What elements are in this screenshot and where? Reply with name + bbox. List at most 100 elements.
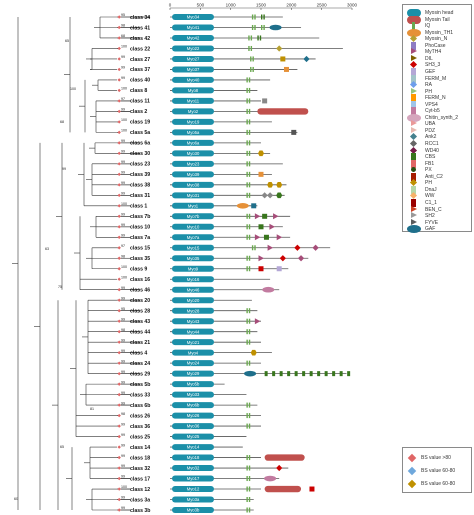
bootstrap-marker [117, 172, 121, 177]
iq-motif [252, 56, 254, 62]
legend-label: GAF [425, 226, 436, 233]
bootstrap-legend-label: BS value >80 [421, 455, 451, 461]
class-row: 99 class 6b Myo6b [117, 401, 258, 409]
oval-domain [262, 286, 275, 293]
myosin-head-domain [172, 475, 214, 482]
bootstrap-value: 100 [121, 265, 127, 269]
legend-label: GEF [425, 68, 436, 75]
length-axis: 0 500 1000 1500 2000 2500 3000 [169, 3, 358, 10]
myosin-head-domain [172, 391, 214, 398]
class-row: 98 class 44 Myo44 [117, 328, 258, 335]
class-row: 99 class 3a Myo3a [117, 496, 254, 503]
myosin-head-domain [172, 307, 214, 314]
myosin-head-domain [172, 24, 214, 31]
legend-swatch [411, 107, 416, 116]
legend-label: PhoCase [425, 42, 446, 49]
legend-item: Ank2 [407, 133, 471, 142]
myosin-tail-domain [257, 108, 309, 115]
cbs-domain [272, 371, 276, 377]
legend-swatch [407, 15, 421, 24]
internal-bootstrap-value: 81 [90, 407, 94, 411]
bootstrap-marker [117, 57, 121, 61]
domain-label: Myo11 [187, 99, 200, 104]
iq-motif [246, 413, 248, 419]
legend-item: Myosin head [407, 9, 471, 18]
iq-motif [248, 360, 251, 366]
internal-bootstrap-value: 75 [58, 285, 62, 289]
bootstrap-value: 99 [121, 433, 125, 437]
legend-swatch [411, 100, 416, 109]
class-row: 99 class 38 Myo38 [117, 181, 287, 189]
myosin-head-domain [172, 97, 214, 104]
myosin-head-domain [172, 318, 214, 325]
domain-label: Myo1 [188, 203, 199, 208]
cbs-domain [339, 371, 343, 377]
internal-bootstrap-value: 65 [65, 39, 69, 43]
class-row: 99 class 27 Myo27 [117, 55, 316, 63]
domain-label: Myo46 [187, 287, 200, 292]
iq-motif [259, 35, 262, 41]
legend-label: MyTH4 [425, 49, 442, 56]
bootstrap-marker [117, 329, 121, 334]
domain-label: Myo37 [187, 67, 200, 72]
legend-item: Cyt-b5 [407, 107, 471, 116]
iq-motif [254, 14, 256, 20]
bootstrap-marker [117, 25, 121, 30]
hexagon-domain [267, 182, 274, 188]
domain-label: Myo30 [187, 151, 200, 156]
class-row: 99 class 30 Myo30 [117, 150, 271, 157]
iq-motif [248, 255, 251, 261]
phylogenetic-tree: 65 100 68 99 75 81 63 65 60 [12, 16, 150, 511]
class-label: class 41 [130, 25, 150, 31]
domain-label: Myo16 [187, 277, 200, 282]
legend-swatch [411, 172, 416, 181]
domain-label: Myo20 [187, 298, 200, 303]
iq-motif [250, 35, 253, 41]
class-label: class 34 [130, 15, 150, 21]
bootstrap-value: 100 [121, 45, 127, 49]
triangle-domain [273, 213, 279, 220]
class-row: 100 class 1 Myo1 [117, 202, 258, 210]
square-domain [283, 66, 289, 72]
legend-label: Myosin head [425, 10, 454, 16]
myosin-head-domain [172, 402, 214, 409]
class-row: 99 class 3b Myo3b [117, 506, 254, 514]
iq-motif [248, 339, 251, 345]
legend-item: PH [407, 87, 471, 97]
myosin-head-domain [172, 276, 214, 283]
iq-motif [248, 476, 251, 482]
bootstrap-value: 99 [121, 475, 125, 479]
iq-motif [248, 140, 251, 146]
iq-motif [248, 150, 251, 156]
class-label: class 37 [130, 67, 150, 73]
bootstrap-legend-marker [407, 466, 417, 476]
internal-bootstrap-value: 65 [60, 445, 64, 449]
myosin-head-domain [172, 66, 214, 73]
class-label: class 7a [130, 235, 150, 241]
cbs-domain [287, 371, 291, 377]
iq-motif [263, 14, 265, 20]
iq-motif [248, 129, 251, 135]
class-row: 99 class 4 Myo4 [117, 349, 272, 356]
bootstrap-marker [117, 382, 121, 386]
legend-swatch [411, 48, 417, 55]
class-label: class 1 [130, 204, 147, 210]
legend-label: UBA [425, 121, 436, 128]
legend-item: Anti_C2 [407, 172, 471, 182]
myosin-head-domain [172, 381, 214, 388]
legend-label: RA [425, 82, 432, 89]
iq-motif [246, 234, 248, 240]
class-row: 99 class 29 Myo29 [117, 370, 351, 377]
class-row: 99 class 20 Myo20 [117, 296, 252, 304]
class-label: class 6a [130, 141, 150, 147]
iq-motif [246, 150, 248, 156]
class-label: class 42 [130, 36, 150, 42]
class-label: class 15 [130, 246, 150, 252]
bootstrap-marker [117, 235, 121, 239]
class-row: 100 class 22 Myo22 [117, 45, 343, 52]
bootstrap-value: 99 [121, 181, 125, 185]
legend-swatch [412, 22, 415, 31]
iq-motif [250, 66, 252, 72]
class-label: class 18 [130, 455, 150, 461]
